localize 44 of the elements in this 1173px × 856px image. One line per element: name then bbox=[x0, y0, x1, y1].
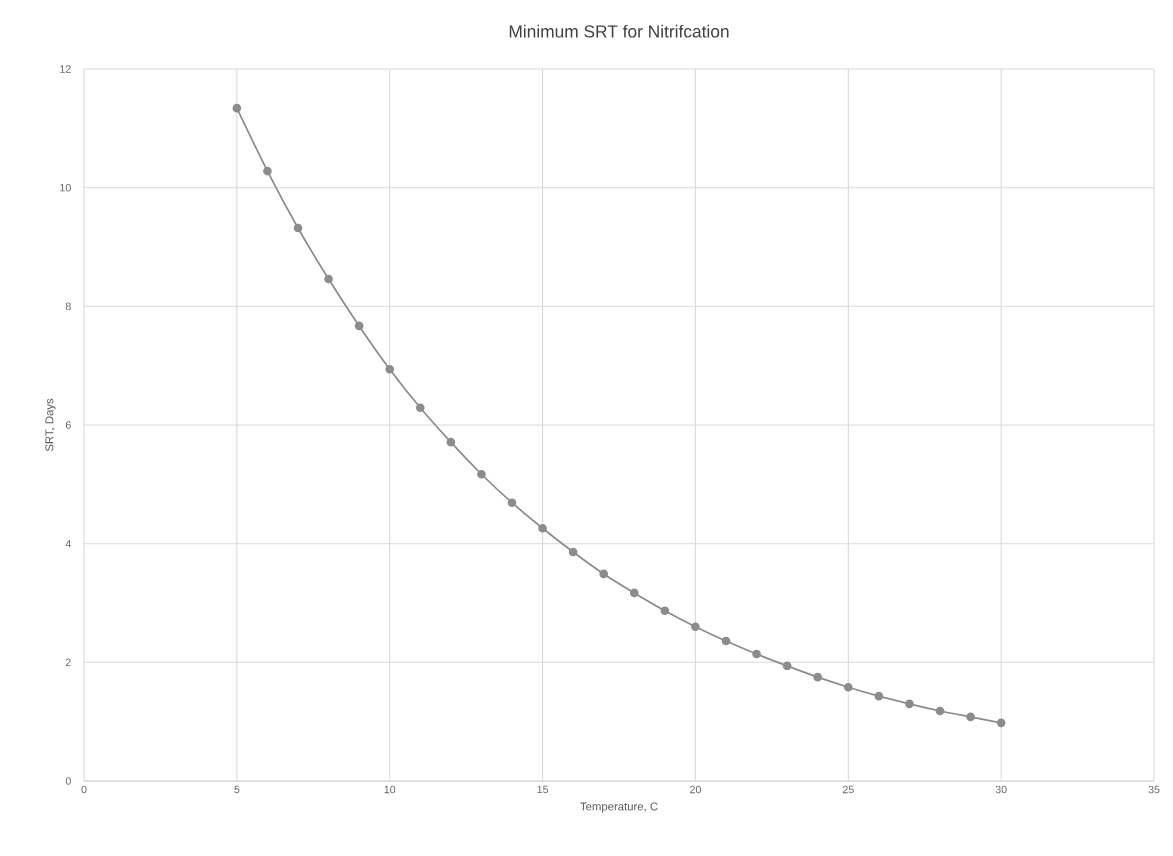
y-tick-label: 6 bbox=[65, 421, 71, 429]
point bbox=[966, 712, 975, 722]
x-tick-label: 25 bbox=[842, 785, 854, 794]
point bbox=[232, 103, 242, 113]
point bbox=[415, 403, 425, 413]
point bbox=[813, 672, 823, 682]
x-axis-title: Temperature, C bbox=[580, 802, 658, 813]
y-tick-label: 0 bbox=[65, 777, 71, 785]
point bbox=[568, 547, 578, 557]
point bbox=[477, 469, 486, 479]
y-tick-label: 8 bbox=[65, 302, 71, 311]
point bbox=[691, 622, 700, 632]
y-axis-title: SRT, Days bbox=[45, 398, 56, 452]
point bbox=[507, 498, 517, 508]
chart-title: Minimum SRT for Nitrifcation bbox=[509, 24, 729, 38]
x-tick-label: 0 bbox=[81, 785, 87, 794]
point bbox=[721, 636, 731, 646]
point bbox=[599, 569, 609, 579]
point bbox=[752, 649, 761, 659]
y-tick-label: 2 bbox=[65, 658, 71, 667]
point bbox=[293, 223, 303, 233]
point bbox=[385, 364, 395, 374]
point bbox=[354, 321, 364, 331]
x-tick-label: 15 bbox=[537, 785, 549, 794]
point bbox=[446, 437, 456, 447]
y-tick-label: 10 bbox=[60, 183, 71, 192]
point bbox=[263, 166, 272, 176]
point bbox=[843, 682, 853, 692]
point bbox=[782, 661, 792, 671]
point bbox=[905, 699, 914, 709]
y-tick-label: 12 bbox=[60, 65, 71, 73]
point bbox=[629, 588, 639, 598]
point bbox=[996, 718, 1006, 728]
x-tick-label: 35 bbox=[1148, 785, 1160, 794]
y-tick-label: 4 bbox=[65, 539, 71, 548]
x-tick-label: 30 bbox=[995, 785, 1007, 794]
point bbox=[660, 606, 670, 616]
x-tick-label: 5 bbox=[234, 785, 240, 794]
point bbox=[935, 706, 945, 716]
point bbox=[874, 691, 884, 701]
x-tick-label: 20 bbox=[690, 785, 701, 794]
point bbox=[324, 274, 333, 284]
point bbox=[538, 523, 547, 533]
x-tick-label: 10 bbox=[384, 785, 396, 794]
